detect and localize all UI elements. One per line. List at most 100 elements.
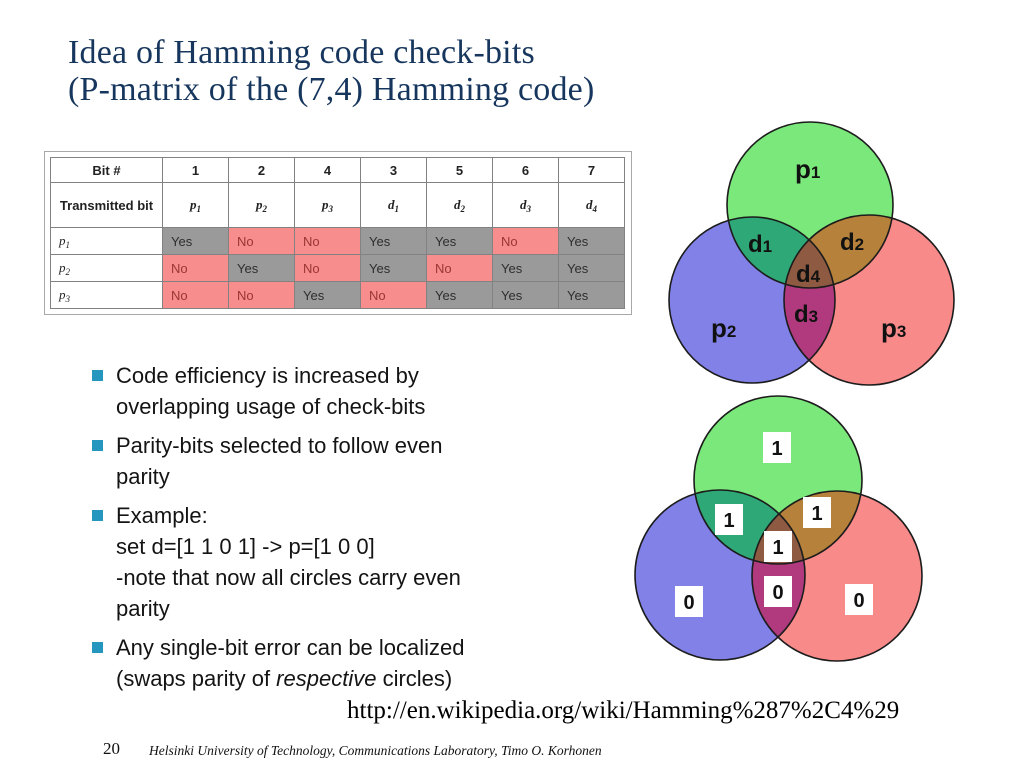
page-title: Idea of Hamming code check-bits (P-matri… <box>68 34 595 108</box>
txbit-cell: p3 <box>294 182 361 228</box>
title-line-1: Idea of Hamming code check-bits <box>68 34 535 71</box>
txbit-cell: d4 <box>558 182 625 228</box>
table-cell: No <box>228 281 295 309</box>
txbit-cell: d2 <box>426 182 493 228</box>
bullet-line: parity <box>116 464 170 489</box>
bit-header-cell: 5 <box>426 157 493 183</box>
venn-overlap-d1 <box>727 217 835 288</box>
bullet-list: Code efficiency is increased by overlapp… <box>92 360 640 702</box>
table-cell: No <box>294 227 361 255</box>
venn-outline <box>751 490 923 662</box>
venn-value-p2: 0 <box>683 592 694 614</box>
venn-value-box-p1: 1 <box>763 432 791 463</box>
p-matrix-table-frame: Bit # 1 2 4 3 5 6 7 Transmitted bit p1 p… <box>44 151 632 315</box>
venn-value-box-p3: 0 <box>845 584 873 615</box>
txbit-cell: d1 <box>360 182 427 228</box>
table-cell: Yes <box>426 227 493 255</box>
table-cell: Yes <box>228 254 295 282</box>
venn-diagram-parity-structure: p1 p2 p3 d1 d2 d4 d3 <box>668 121 955 386</box>
venn-label-p3: p3 <box>881 313 906 343</box>
bit-header-cell: 6 <box>492 157 559 183</box>
venn-value-box-d1: 1 <box>715 504 743 535</box>
bullet-square-icon <box>92 370 103 381</box>
bullet-square-icon <box>92 642 103 653</box>
title-line-2: (P-matrix of the (7,4) Hamming code) <box>68 71 595 108</box>
venn-label-p2: p2 <box>711 313 736 343</box>
venn-overlap-d1 <box>694 490 805 564</box>
table-cell: Yes <box>492 281 559 309</box>
venn-overlap-d2 <box>784 215 893 288</box>
bullet-line: -note that now all circles carry even <box>116 565 461 590</box>
txbit-cell: p2 <box>228 182 295 228</box>
table-cell: No <box>426 254 493 282</box>
txbit-cell: p1 <box>162 182 229 228</box>
table-cell: Yes <box>294 281 361 309</box>
bit-header-cell: 7 <box>558 157 625 183</box>
table-cell: Yes <box>360 254 427 282</box>
bullet-line: Example: <box>116 503 208 528</box>
table-cell: Yes <box>558 254 625 282</box>
table-row-p1: p1 Yes No No Yes Yes No Yes <box>50 227 625 255</box>
table-cell: No <box>294 254 361 282</box>
table-cell: No <box>360 281 427 309</box>
bullet-line: Parity-bits selected to follow even <box>116 433 443 458</box>
venn-outline <box>726 121 894 289</box>
venn-outline <box>783 214 955 386</box>
bit-header-label: Bit # <box>50 157 163 183</box>
table-cell: Yes <box>558 227 625 255</box>
bullet-line: set d=[1 1 0 1] -> p=[1 0 0] <box>116 534 375 559</box>
venn-value-d3: 0 <box>772 582 783 604</box>
venn-value-d2: 1 <box>811 503 822 525</box>
row-label: p1 <box>50 227 163 255</box>
table-row-p2: p2 No Yes No Yes No Yes Yes <box>50 254 625 282</box>
bit-header-cell: 1 <box>162 157 229 183</box>
table-cell: Yes <box>360 227 427 255</box>
table-cell: No <box>492 227 559 255</box>
venn-label-d3: d3 <box>794 301 818 328</box>
bullet-square-icon <box>92 440 103 451</box>
table-header-row-txbit: Transmitted bit p1 p2 p3 d1 d2 d3 d4 <box>50 182 625 228</box>
venn-label-d4: d4 <box>796 261 821 288</box>
venn-value-box-d2: 1 <box>803 497 831 528</box>
venn-diagram-example-values: 1 1 1 1 0 0 0 <box>634 395 923 662</box>
p-matrix-table: Bit # 1 2 4 3 5 6 7 Transmitted bit p1 p… <box>50 157 625 309</box>
venn-label-d2: d2 <box>840 229 864 256</box>
table-cell: No <box>228 227 295 255</box>
row-label: p3 <box>50 281 163 309</box>
bullet-line: parity <box>116 596 170 621</box>
bullet-item-parity-bits: Parity-bits selected to follow even pari… <box>92 430 640 492</box>
venn-label-p1: p1 <box>795 154 820 184</box>
bullet-line: overlapping usage of check-bits <box>116 394 426 419</box>
venn-value-d1: 1 <box>723 510 734 532</box>
bullet-item-single-bit-error: Any single-bit error can be localized (s… <box>92 632 640 694</box>
txbit-cell: d3 <box>492 182 559 228</box>
transmitted-bit-label: Transmitted bit <box>50 182 163 228</box>
bullet-item-example: Example: set d=[1 1 0 1] -> p=[1 0 0] -n… <box>92 500 640 624</box>
table-header-row-bit: Bit # 1 2 4 3 5 6 7 <box>50 157 625 183</box>
table-row-p3: p3 No No Yes No Yes Yes Yes <box>50 281 625 309</box>
venn-value-p3: 0 <box>853 590 864 612</box>
page-number: 20 <box>103 739 120 758</box>
bullet-line: Code efficiency is increased by <box>116 363 419 388</box>
venn-label-d1: d1 <box>748 231 772 258</box>
bullet-line: Any single-bit error can be localized <box>116 635 465 660</box>
venn-value-d4: 1 <box>772 537 783 559</box>
table-cell: Yes <box>426 281 493 309</box>
table-cell: Yes <box>558 281 625 309</box>
bit-header-cell: 3 <box>360 157 427 183</box>
table-cell: Yes <box>492 254 559 282</box>
row-label: p2 <box>50 254 163 282</box>
venn-outline <box>668 216 836 384</box>
footer-attribution: Helsinki University of Technology, Commu… <box>149 743 602 758</box>
venn-value-box-d3: 0 <box>764 576 792 607</box>
venn-value-box-d4: 1 <box>764 531 792 562</box>
venn-outline <box>634 489 806 661</box>
bullet-item-code-efficiency: Code efficiency is increased by overlapp… <box>92 360 640 422</box>
table-cell: Yes <box>162 227 229 255</box>
bit-header-cell: 2 <box>228 157 295 183</box>
source-url: http://en.wikipedia.org/wiki/Hamming%287… <box>347 697 900 724</box>
bullet-square-icon <box>92 510 103 521</box>
venn-outline <box>693 395 863 565</box>
bit-header-cell: 4 <box>294 157 361 183</box>
table-cell: No <box>162 254 229 282</box>
